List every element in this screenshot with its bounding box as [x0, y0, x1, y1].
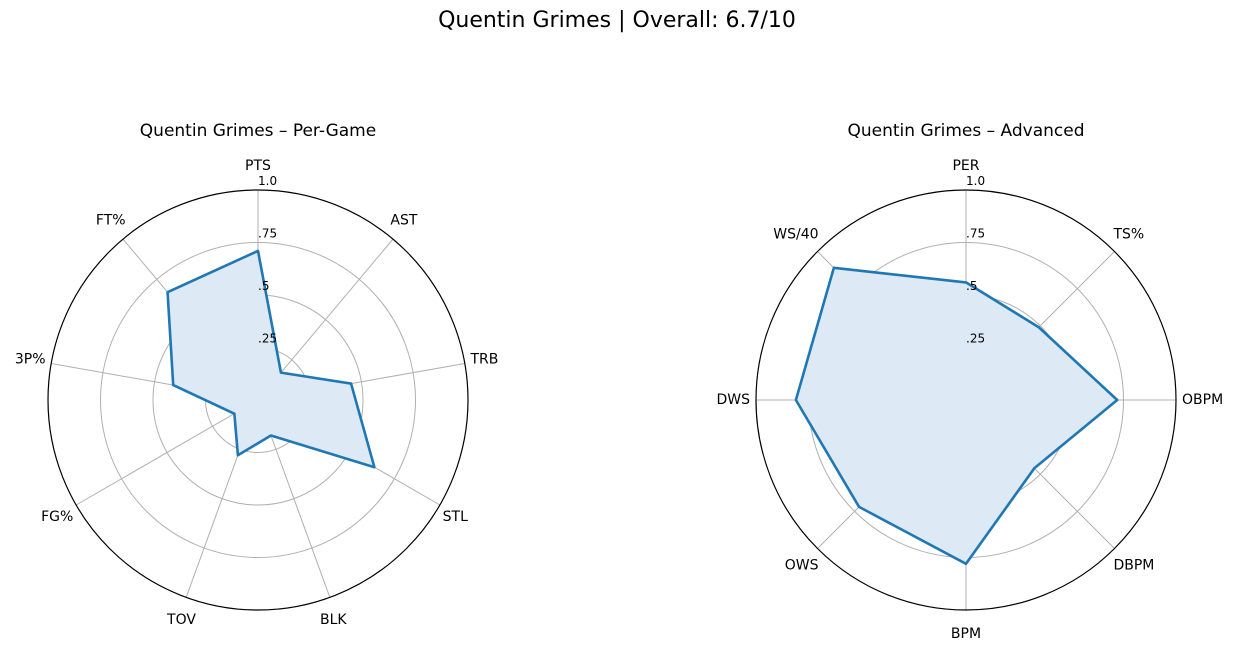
- axis-label-ft-pct: FT%: [96, 213, 126, 229]
- axis-label-dbpm: DBPM: [1113, 557, 1154, 573]
- axis-label-ows: OWS: [785, 557, 819, 573]
- axis-label-bpm: BPM: [951, 626, 981, 642]
- figure-title: Quentin Grimes | Overall: 6.7/10: [438, 8, 796, 33]
- outer-circle: [47, 189, 469, 611]
- axis-label-3p-pct: 3P%: [15, 351, 46, 367]
- radial-tick-label: .5: [258, 279, 269, 293]
- axis-label-dws: DWS: [716, 392, 750, 408]
- axis-label-blk: BLK: [320, 612, 347, 628]
- radial-tick-label: .75: [966, 227, 985, 241]
- axis-label-ts-pct: TS%: [1112, 227, 1144, 243]
- axis-label-obpm: OBPM: [1182, 392, 1223, 408]
- radial-tick-label: .75: [258, 227, 277, 241]
- axis-label-stl: STL: [443, 509, 468, 525]
- grid-spoke: [75, 399, 259, 506]
- axis-label-pts: PTS: [245, 158, 271, 174]
- series-line: [166, 249, 376, 469]
- axis-label-ast: AST: [390, 213, 417, 229]
- series-fill: [795, 267, 1118, 564]
- axis-label-ws-40: WS/40: [773, 227, 818, 243]
- axis-label-trb: TRB: [469, 351, 498, 367]
- chart-title: Quentin Grimes – Per-Game: [140, 121, 376, 141]
- axis-label-fg-pct: FG%: [41, 509, 73, 525]
- radial-tick-label: .5: [966, 279, 977, 293]
- radial-tick-label: .25: [258, 332, 277, 346]
- series-fill: [167, 250, 375, 468]
- axis-label-per: PER: [952, 158, 979, 174]
- axis-label-tov: TOV: [166, 612, 196, 628]
- outer-circle: [755, 189, 1177, 611]
- radial-tick-label: .25: [966, 332, 985, 346]
- radial-tick-label: 1.0: [966, 174, 985, 188]
- radial-tick-label: 1.0: [258, 174, 277, 188]
- chart-title: Quentin Grimes – Advanced: [848, 121, 1085, 141]
